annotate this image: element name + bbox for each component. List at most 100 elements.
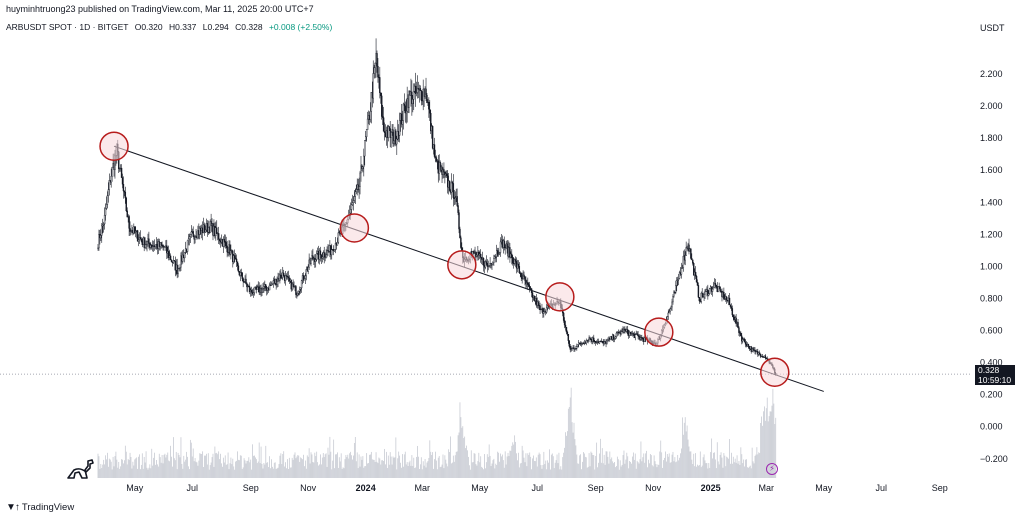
volume-bar xyxy=(420,457,422,478)
volume-bar xyxy=(241,469,243,478)
dinosaur-icon[interactable] xyxy=(66,458,96,480)
volume-bar xyxy=(484,468,486,478)
volume-bar xyxy=(227,452,229,478)
volume-bar xyxy=(371,459,373,478)
volume-bar xyxy=(353,455,354,478)
volume-bar xyxy=(148,467,150,478)
candle-body xyxy=(359,172,361,187)
volume-bar xyxy=(470,450,472,478)
candle-body xyxy=(682,255,685,268)
volume-bar xyxy=(657,464,659,478)
volume-bar xyxy=(687,439,689,478)
volume-bar xyxy=(255,459,257,478)
volume-bar xyxy=(370,454,371,478)
volume-bar xyxy=(127,459,129,478)
candle-body xyxy=(761,356,764,358)
volume-bar xyxy=(622,455,624,478)
currency-label[interactable]: USDT xyxy=(980,23,1005,33)
volume-bar xyxy=(558,452,560,478)
volume-bar xyxy=(254,455,255,478)
volume-bar xyxy=(123,460,125,478)
volume-bar xyxy=(169,461,171,478)
volume-bar xyxy=(666,454,668,478)
volume-bar xyxy=(685,431,687,478)
volume-bar xyxy=(697,464,698,478)
candle-body xyxy=(360,165,362,174)
volume-bar xyxy=(664,457,665,478)
volume-bar xyxy=(630,461,631,478)
time-axis[interactable]: May Jul Sep Nov 2024 Mar May Jul Sep Nov 2025 Mar Ma… xyxy=(126,483,947,493)
volume-bar xyxy=(430,451,432,478)
volume-bar xyxy=(202,451,204,478)
volume-bar xyxy=(652,466,654,478)
volume-bar xyxy=(263,463,265,478)
price-axis[interactable]: 2.200 2.000 1.800 1.600 1.400 1.200 1.000 0.800… xyxy=(980,69,1008,464)
x-tick-label: May xyxy=(815,483,833,493)
brand-footer[interactable]: ▼↑ TradingView xyxy=(6,502,74,513)
candle-body xyxy=(101,225,103,236)
volume-bar xyxy=(647,467,648,478)
candle-body xyxy=(162,245,164,247)
volume-bar xyxy=(639,459,641,478)
volume-bar xyxy=(178,454,180,478)
candle-body xyxy=(320,254,323,259)
symbol-legend[interactable]: ARBUSDT SPOT · 1D · BITGET O0.320 H0.337… xyxy=(6,22,332,32)
volume-bar xyxy=(767,421,769,478)
volume-bar xyxy=(112,456,114,478)
candle-body xyxy=(498,252,501,254)
volume-bar xyxy=(547,460,549,478)
candle-body xyxy=(352,200,355,203)
candle-body xyxy=(671,301,673,308)
x-tick-label: Jul xyxy=(876,483,888,493)
volume-bar xyxy=(250,459,252,478)
volume-bar xyxy=(669,462,671,478)
candle-body xyxy=(565,327,568,333)
volume-bar xyxy=(773,403,775,478)
volume-bar xyxy=(751,447,753,478)
volume-bar xyxy=(190,442,192,478)
candle-body xyxy=(124,191,127,199)
candle-body xyxy=(229,244,231,255)
candle-body xyxy=(243,281,245,283)
volume-bar xyxy=(158,453,160,478)
candle-body xyxy=(693,263,695,276)
candle-body xyxy=(129,228,131,232)
volume-bar xyxy=(171,456,172,478)
candle-body xyxy=(396,138,398,145)
volume-bar xyxy=(109,459,111,478)
volume-bar xyxy=(304,460,306,478)
candle-body xyxy=(681,267,684,269)
volume-bar xyxy=(517,452,519,478)
candle-body xyxy=(448,180,451,191)
volume-bar xyxy=(337,452,338,478)
volume-bar xyxy=(564,447,565,478)
volume-bar xyxy=(585,457,587,478)
volume-bar xyxy=(608,463,610,478)
volume-bar xyxy=(274,462,276,478)
volume-bar xyxy=(572,432,574,478)
volume-bar xyxy=(484,454,485,478)
candle-body xyxy=(261,288,263,293)
x-tick-label: Jul xyxy=(187,483,199,493)
candle-body xyxy=(529,286,531,289)
volume-bar xyxy=(632,452,634,478)
volume-bar xyxy=(419,464,421,478)
volume-bar xyxy=(705,463,707,478)
volume-bar xyxy=(452,462,453,478)
volume-bar xyxy=(297,455,299,478)
candle-body xyxy=(188,236,191,240)
candle-body xyxy=(170,259,173,262)
volume-bar xyxy=(394,457,396,478)
volume-bar xyxy=(309,463,311,478)
candle-body xyxy=(140,238,143,242)
volume-bar xyxy=(476,465,478,478)
volume-bar xyxy=(387,455,389,478)
volume-bar xyxy=(563,452,565,478)
volume-bar xyxy=(645,453,647,478)
volume-bar xyxy=(313,462,315,478)
volume-bar xyxy=(346,457,348,478)
volume-bar xyxy=(216,452,218,478)
candle-body xyxy=(338,232,341,234)
lightning-icon[interactable]: ⚡ xyxy=(766,463,778,475)
